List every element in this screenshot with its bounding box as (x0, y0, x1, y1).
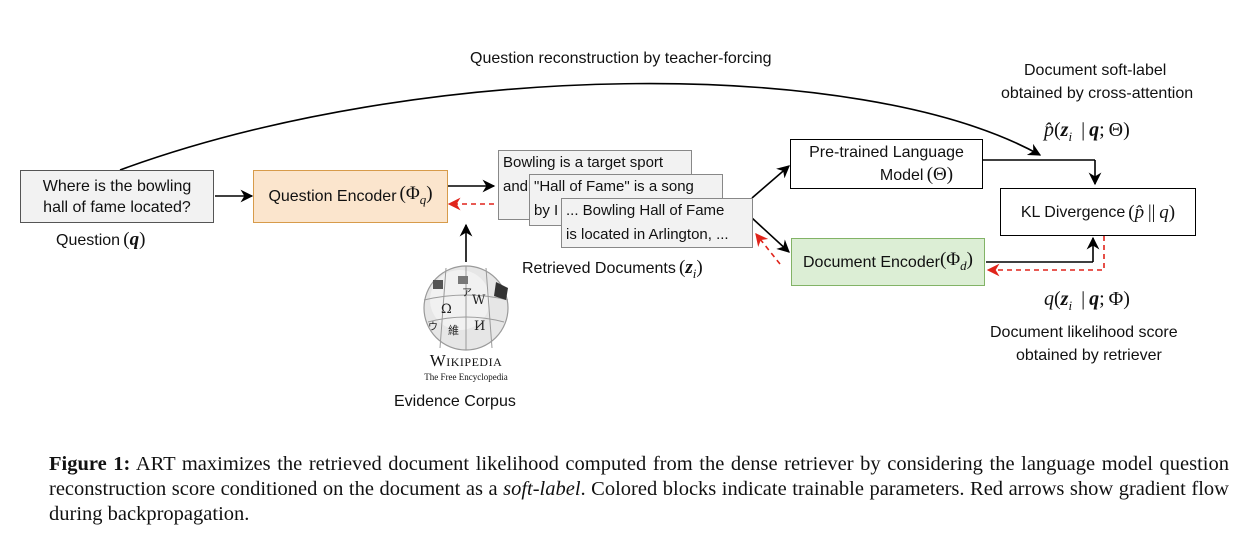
wikipedia-subtitle: The Free Encyclopedia (424, 372, 508, 382)
plm-label-line-2: Model (Θ) (879, 163, 954, 185)
wikipedia-wordmark: Wikipedia (429, 351, 503, 370)
docs-to-plm-arrow (751, 165, 790, 199)
p-hat-formula: p̂(zi | q; Θ) (1044, 119, 1130, 144)
kl-label: KL Divergence (1020, 203, 1126, 221)
svg-text:Ω: Ω (441, 302, 452, 317)
svg-text:И: И (474, 319, 485, 334)
question-box: Where is the bowling hall of fame locate… (20, 170, 214, 223)
caption-italic: soft-label (503, 478, 581, 500)
teacher-forcing-arrow (119, 82, 1042, 171)
question-line-2: hall of fame located? (43, 198, 191, 216)
question-encoder-symbol: (Φq) (399, 183, 433, 207)
document-encoder-box: Document Encoder (Φd) (791, 238, 985, 286)
q-formula: q(zi | q; Φ) (1044, 288, 1130, 313)
likelihood-subtitle: obtained by retriever (1016, 347, 1162, 364)
plm-box: Pre-trained Language Model (Θ) (790, 139, 983, 189)
svg-text:ア: ア (462, 288, 472, 299)
docs-to-doc-encoder-arrow (751, 217, 790, 253)
plm-label-line-1: Pre-trained Language (809, 143, 964, 161)
caption-text-1: ART maximizes the retrieved document lik… (49, 453, 1230, 500)
svg-text:ウ: ウ (428, 321, 438, 333)
kl-divergence-box: KL Divergence (p̂ || q) (1000, 188, 1196, 236)
figure-number: Figure 1: (49, 453, 131, 475)
question-encoder-box: Question Encoder (Φq) (253, 170, 448, 223)
soft-label-title: Document soft-label (1024, 62, 1167, 79)
gradient-to-docs-arrow (755, 233, 781, 265)
soft-label-subtitle: obtained by cross-attention (1001, 85, 1194, 102)
document-encoder-symbol: (Φd) (939, 248, 973, 273)
document-encoder-label: Document Encoder (802, 253, 940, 271)
caption-text-2: . Colored blocks indicate trainable para… (49, 478, 1229, 525)
teacher-forcing-label: Question reconstruction by teacher-forci… (470, 50, 772, 67)
retrieved-doc-3: ... Bowling Hall of Fame is located in A… (561, 198, 753, 248)
question-caption: Question (q) (56, 229, 146, 250)
evidence-corpus-label: Evidence Corpus (394, 393, 516, 410)
svg-text:W: W (472, 293, 486, 308)
retrieved-docs-caption: Retrieved Documents (zi) (522, 257, 703, 281)
likelihood-title: Document likelihood score (990, 324, 1178, 341)
question-line-1: Where is the bowling (42, 177, 192, 195)
wikipedia-globe-icon: Ω W И 維 ウ ア (423, 265, 509, 351)
gradient-to-doc-encoder-arrow (986, 236, 1105, 277)
question-encoder-label: Question Encoder (268, 188, 397, 205)
kl-formula: (p̂ || q) (1128, 201, 1176, 223)
svg-text:維: 維 (448, 324, 459, 337)
figure-caption: Figure 1: ART maximizes the retrieved do… (49, 452, 1229, 527)
